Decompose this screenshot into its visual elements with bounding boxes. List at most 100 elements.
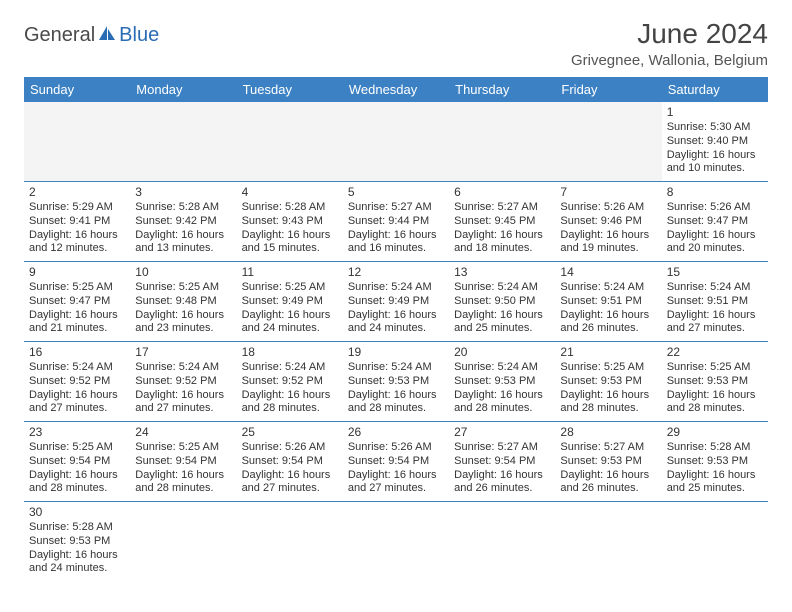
sunset-text: Sunset: 9:52 PM <box>242 375 338 389</box>
calendar-blank <box>449 502 555 582</box>
day-number: 18 <box>242 345 338 360</box>
day-number: 11 <box>242 265 338 280</box>
day-number: 21 <box>560 345 656 360</box>
day-number: 24 <box>135 425 231 440</box>
sunset-text: Sunset: 9:43 PM <box>242 215 338 229</box>
sunrise-text: Sunrise: 5:24 AM <box>242 361 338 375</box>
calendar-day: 23Sunrise: 5:25 AMSunset: 9:54 PMDayligh… <box>24 422 130 502</box>
day-number: 28 <box>560 425 656 440</box>
sunrise-text: Sunrise: 5:26 AM <box>560 201 656 215</box>
title-block: June 2024 Grivegnee, Wallonia, Belgium <box>571 18 768 69</box>
sunrise-text: Sunrise: 5:26 AM <box>242 441 338 455</box>
sunrise-text: Sunrise: 5:25 AM <box>135 281 231 295</box>
daylight-text: Daylight: 16 hours and 24 minutes. <box>242 309 338 337</box>
daylight-text: Daylight: 16 hours and 28 minutes. <box>454 389 550 417</box>
sunset-text: Sunset: 9:54 PM <box>242 455 338 469</box>
sunrise-text: Sunrise: 5:24 AM <box>667 281 763 295</box>
day-number: 13 <box>454 265 550 280</box>
daylight-text: Daylight: 16 hours and 28 minutes. <box>667 389 763 417</box>
sunset-text: Sunset: 9:51 PM <box>667 295 763 309</box>
daylight-text: Daylight: 16 hours and 28 minutes. <box>242 389 338 417</box>
sunset-text: Sunset: 9:54 PM <box>348 455 444 469</box>
weekday-header: Thursday <box>449 77 555 102</box>
weekday-header: Tuesday <box>237 77 343 102</box>
day-number: 5 <box>348 185 444 200</box>
sunrise-text: Sunrise: 5:25 AM <box>560 361 656 375</box>
sunset-text: Sunset: 9:40 PM <box>667 135 763 149</box>
calendar-blank <box>343 102 449 182</box>
sunrise-text: Sunrise: 5:24 AM <box>348 361 444 375</box>
daylight-text: Daylight: 16 hours and 23 minutes. <box>135 309 231 337</box>
day-number: 23 <box>29 425 125 440</box>
daylight-text: Daylight: 16 hours and 28 minutes. <box>560 389 656 417</box>
calendar-day: 26Sunrise: 5:26 AMSunset: 9:54 PMDayligh… <box>343 422 449 502</box>
day-number: 10 <box>135 265 231 280</box>
calendar-day: 12Sunrise: 5:24 AMSunset: 9:49 PMDayligh… <box>343 262 449 342</box>
sunset-text: Sunset: 9:52 PM <box>29 375 125 389</box>
daylight-text: Daylight: 16 hours and 25 minutes. <box>667 469 763 497</box>
logo-text-general: General <box>24 24 95 47</box>
calendar-day: 3Sunrise: 5:28 AMSunset: 9:42 PMDaylight… <box>130 182 236 262</box>
daylight-text: Daylight: 16 hours and 20 minutes. <box>667 229 763 257</box>
sunrise-text: Sunrise: 5:24 AM <box>560 281 656 295</box>
weekday-header: Friday <box>555 77 661 102</box>
weekday-header: Saturday <box>662 77 768 102</box>
calendar-day: 28Sunrise: 5:27 AMSunset: 9:53 PMDayligh… <box>555 422 661 502</box>
weekday-header-row: SundayMondayTuesdayWednesdayThursdayFrid… <box>24 77 768 102</box>
sunset-text: Sunset: 9:54 PM <box>135 455 231 469</box>
calendar-blank <box>130 502 236 582</box>
sunset-text: Sunset: 9:54 PM <box>454 455 550 469</box>
sunrise-text: Sunrise: 5:25 AM <box>29 281 125 295</box>
sunrise-text: Sunrise: 5:25 AM <box>135 441 231 455</box>
calendar-blank <box>343 502 449 582</box>
sunset-text: Sunset: 9:50 PM <box>454 295 550 309</box>
sunrise-text: Sunrise: 5:27 AM <box>560 441 656 455</box>
header: General Blue June 2024 Grivegnee, Wallon… <box>24 18 768 69</box>
sunset-text: Sunset: 9:47 PM <box>667 215 763 229</box>
calendar-day: 18Sunrise: 5:24 AMSunset: 9:52 PMDayligh… <box>237 342 343 422</box>
calendar-day: 14Sunrise: 5:24 AMSunset: 9:51 PMDayligh… <box>555 262 661 342</box>
calendar-day: 13Sunrise: 5:24 AMSunset: 9:50 PMDayligh… <box>449 262 555 342</box>
sunrise-text: Sunrise: 5:27 AM <box>454 441 550 455</box>
day-number: 26 <box>348 425 444 440</box>
daylight-text: Daylight: 16 hours and 26 minutes. <box>560 309 656 337</box>
calendar-day: 2Sunrise: 5:29 AMSunset: 9:41 PMDaylight… <box>24 182 130 262</box>
daylight-text: Daylight: 16 hours and 10 minutes. <box>667 149 763 177</box>
day-number: 16 <box>29 345 125 360</box>
calendar-day: 6Sunrise: 5:27 AMSunset: 9:45 PMDaylight… <box>449 182 555 262</box>
sunrise-text: Sunrise: 5:26 AM <box>348 441 444 455</box>
calendar-week: 23Sunrise: 5:25 AMSunset: 9:54 PMDayligh… <box>24 422 768 502</box>
calendar-day: 29Sunrise: 5:28 AMSunset: 9:53 PMDayligh… <box>662 422 768 502</box>
sunrise-text: Sunrise: 5:27 AM <box>348 201 444 215</box>
daylight-text: Daylight: 16 hours and 27 minutes. <box>29 389 125 417</box>
calendar-day: 25Sunrise: 5:26 AMSunset: 9:54 PMDayligh… <box>237 422 343 502</box>
daylight-text: Daylight: 16 hours and 18 minutes. <box>454 229 550 257</box>
calendar-blank <box>130 102 236 182</box>
sunset-text: Sunset: 9:53 PM <box>667 455 763 469</box>
daylight-text: Daylight: 16 hours and 28 minutes. <box>29 469 125 497</box>
calendar-day: 21Sunrise: 5:25 AMSunset: 9:53 PMDayligh… <box>555 342 661 422</box>
sunrise-text: Sunrise: 5:28 AM <box>242 201 338 215</box>
sunrise-text: Sunrise: 5:25 AM <box>242 281 338 295</box>
calendar-blank <box>662 502 768 582</box>
day-number: 22 <box>667 345 763 360</box>
sunset-text: Sunset: 9:52 PM <box>135 375 231 389</box>
daylight-text: Daylight: 16 hours and 26 minutes. <box>560 469 656 497</box>
sunset-text: Sunset: 9:46 PM <box>560 215 656 229</box>
calendar-day: 9Sunrise: 5:25 AMSunset: 9:47 PMDaylight… <box>24 262 130 342</box>
calendar-table: SundayMondayTuesdayWednesdayThursdayFrid… <box>24 77 768 581</box>
daylight-text: Daylight: 16 hours and 24 minutes. <box>348 309 444 337</box>
sunset-text: Sunset: 9:54 PM <box>29 455 125 469</box>
day-number: 20 <box>454 345 550 360</box>
daylight-text: Daylight: 16 hours and 28 minutes. <box>348 389 444 417</box>
sunrise-text: Sunrise: 5:27 AM <box>454 201 550 215</box>
sunrise-text: Sunrise: 5:25 AM <box>29 441 125 455</box>
sunset-text: Sunset: 9:47 PM <box>29 295 125 309</box>
location: Grivegnee, Wallonia, Belgium <box>571 52 768 69</box>
calendar-week: 30Sunrise: 5:28 AMSunset: 9:53 PMDayligh… <box>24 502 768 582</box>
daylight-text: Daylight: 16 hours and 13 minutes. <box>135 229 231 257</box>
day-number: 15 <box>667 265 763 280</box>
sunset-text: Sunset: 9:49 PM <box>348 295 444 309</box>
calendar-day: 7Sunrise: 5:26 AMSunset: 9:46 PMDaylight… <box>555 182 661 262</box>
calendar-day: 30Sunrise: 5:28 AMSunset: 9:53 PMDayligh… <box>24 502 130 582</box>
